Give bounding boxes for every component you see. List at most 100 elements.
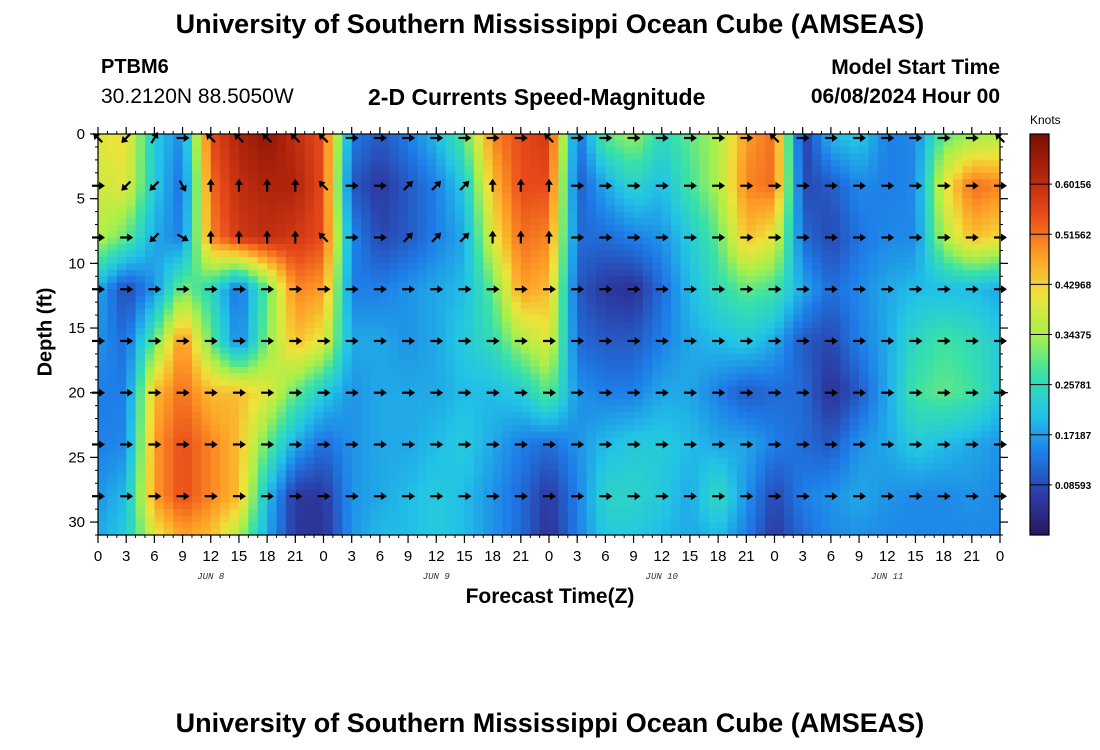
heatmap-cell — [671, 392, 682, 400]
heatmap-cell — [173, 334, 184, 342]
heatmap-cell — [821, 282, 832, 290]
heatmap-cell — [267, 211, 278, 219]
heatmap-cell — [163, 159, 174, 167]
heatmap-cell — [220, 134, 231, 142]
heatmap-cell — [708, 366, 719, 374]
heatmap-cell — [868, 457, 879, 465]
heatmap-cell — [727, 172, 738, 180]
heatmap-cell — [473, 295, 484, 303]
heatmap-cell — [633, 295, 644, 303]
heatmap-cell — [154, 463, 165, 471]
heatmap-cell — [671, 315, 682, 323]
heatmap-cell — [126, 450, 137, 458]
heatmap-cell — [877, 347, 888, 355]
heatmap-cell — [953, 263, 964, 271]
heatmap-cell — [257, 360, 268, 368]
heatmap-cell — [530, 392, 541, 400]
heatmap-cell — [126, 289, 137, 297]
heatmap-cell — [652, 179, 663, 187]
heatmap-cell — [445, 282, 456, 290]
heatmap-cell — [379, 463, 390, 471]
heatmap-cell — [276, 366, 287, 374]
heatmap-cell — [135, 412, 146, 420]
heatmap-cell — [549, 224, 559, 232]
heatmap-cell — [652, 392, 663, 400]
heatmap-cell — [408, 437, 419, 446]
heatmap-cell — [436, 179, 447, 187]
heatmap-cell — [163, 295, 174, 303]
heatmap-cell — [793, 295, 804, 303]
heatmap-cell — [483, 231, 494, 239]
heatmap-cell — [220, 360, 231, 368]
heatmap-cell — [398, 192, 409, 200]
heatmap-cell — [652, 431, 663, 439]
heatmap-cell — [248, 340, 259, 349]
heatmap-cell — [708, 218, 719, 226]
heatmap-cell — [238, 386, 249, 394]
heatmap-cell — [633, 218, 644, 226]
heatmap-cell — [868, 437, 879, 446]
heatmap-cell — [379, 185, 390, 193]
heatmap-cell — [173, 450, 184, 458]
heatmap-cell — [304, 140, 315, 148]
heatmap-cell — [821, 405, 832, 413]
heatmap-cell — [370, 146, 381, 155]
heatmap-cell — [257, 263, 268, 271]
heatmap-cell — [821, 218, 832, 226]
heatmap-cell — [689, 185, 700, 193]
heatmap-cell — [408, 353, 419, 361]
heatmap-cell — [624, 218, 635, 226]
heatmap-cell — [483, 282, 494, 290]
heatmap-cell — [285, 418, 296, 426]
heatmap-cell — [473, 205, 484, 213]
heatmap-cell — [821, 243, 832, 252]
heatmap-cell — [98, 328, 108, 336]
heatmap-cell — [718, 328, 729, 336]
heatmap-cell — [135, 308, 146, 316]
heatmap-cell — [361, 347, 372, 355]
heatmap-cell — [314, 146, 325, 155]
heatmap-cell — [765, 334, 776, 342]
heatmap-cell — [633, 237, 644, 245]
heatmap-cell — [830, 153, 841, 161]
heatmap-cell — [182, 412, 193, 420]
heatmap-cell — [426, 166, 437, 174]
heatmap-cell — [436, 276, 447, 284]
heatmap-cell — [285, 185, 296, 193]
heatmap-cell — [990, 282, 1001, 290]
heatmap-cell — [473, 425, 484, 433]
heatmap-cell — [370, 353, 381, 361]
heatmap-cell — [98, 243, 108, 252]
heatmap-cell — [614, 405, 625, 413]
heatmap-cell — [840, 437, 851, 446]
heatmap-cell — [248, 192, 259, 200]
heatmap-cell — [774, 211, 785, 219]
heatmap-cell — [699, 412, 710, 420]
heatmap-cell — [116, 179, 127, 187]
heatmap-cell — [849, 166, 860, 174]
heatmap-cell — [990, 166, 1001, 174]
heatmap-cell — [502, 282, 513, 290]
heatmap-cell — [511, 373, 522, 381]
heatmap-cell — [981, 205, 992, 213]
heatmap-cell — [163, 172, 174, 180]
heatmap-cell — [924, 379, 935, 387]
heatmap-cell — [887, 153, 898, 161]
heatmap-cell — [652, 205, 663, 213]
heatmap-cell — [229, 347, 240, 355]
heatmap-cell — [332, 340, 343, 349]
heatmap-cell — [201, 218, 212, 226]
heatmap-cell — [549, 315, 559, 323]
heatmap-cell — [586, 386, 597, 394]
heatmap-cell — [624, 198, 635, 206]
heatmap-cell — [182, 224, 193, 232]
heatmap-cell — [755, 159, 766, 167]
heatmap-cell — [577, 347, 588, 355]
heatmap-cell — [765, 347, 776, 355]
heatmap-cell — [464, 140, 475, 148]
heatmap-cell — [163, 282, 174, 290]
heatmap-cell — [633, 308, 644, 316]
heatmap-cell — [718, 412, 729, 420]
heatmap-cell — [962, 269, 973, 277]
heatmap-cell — [821, 211, 832, 219]
